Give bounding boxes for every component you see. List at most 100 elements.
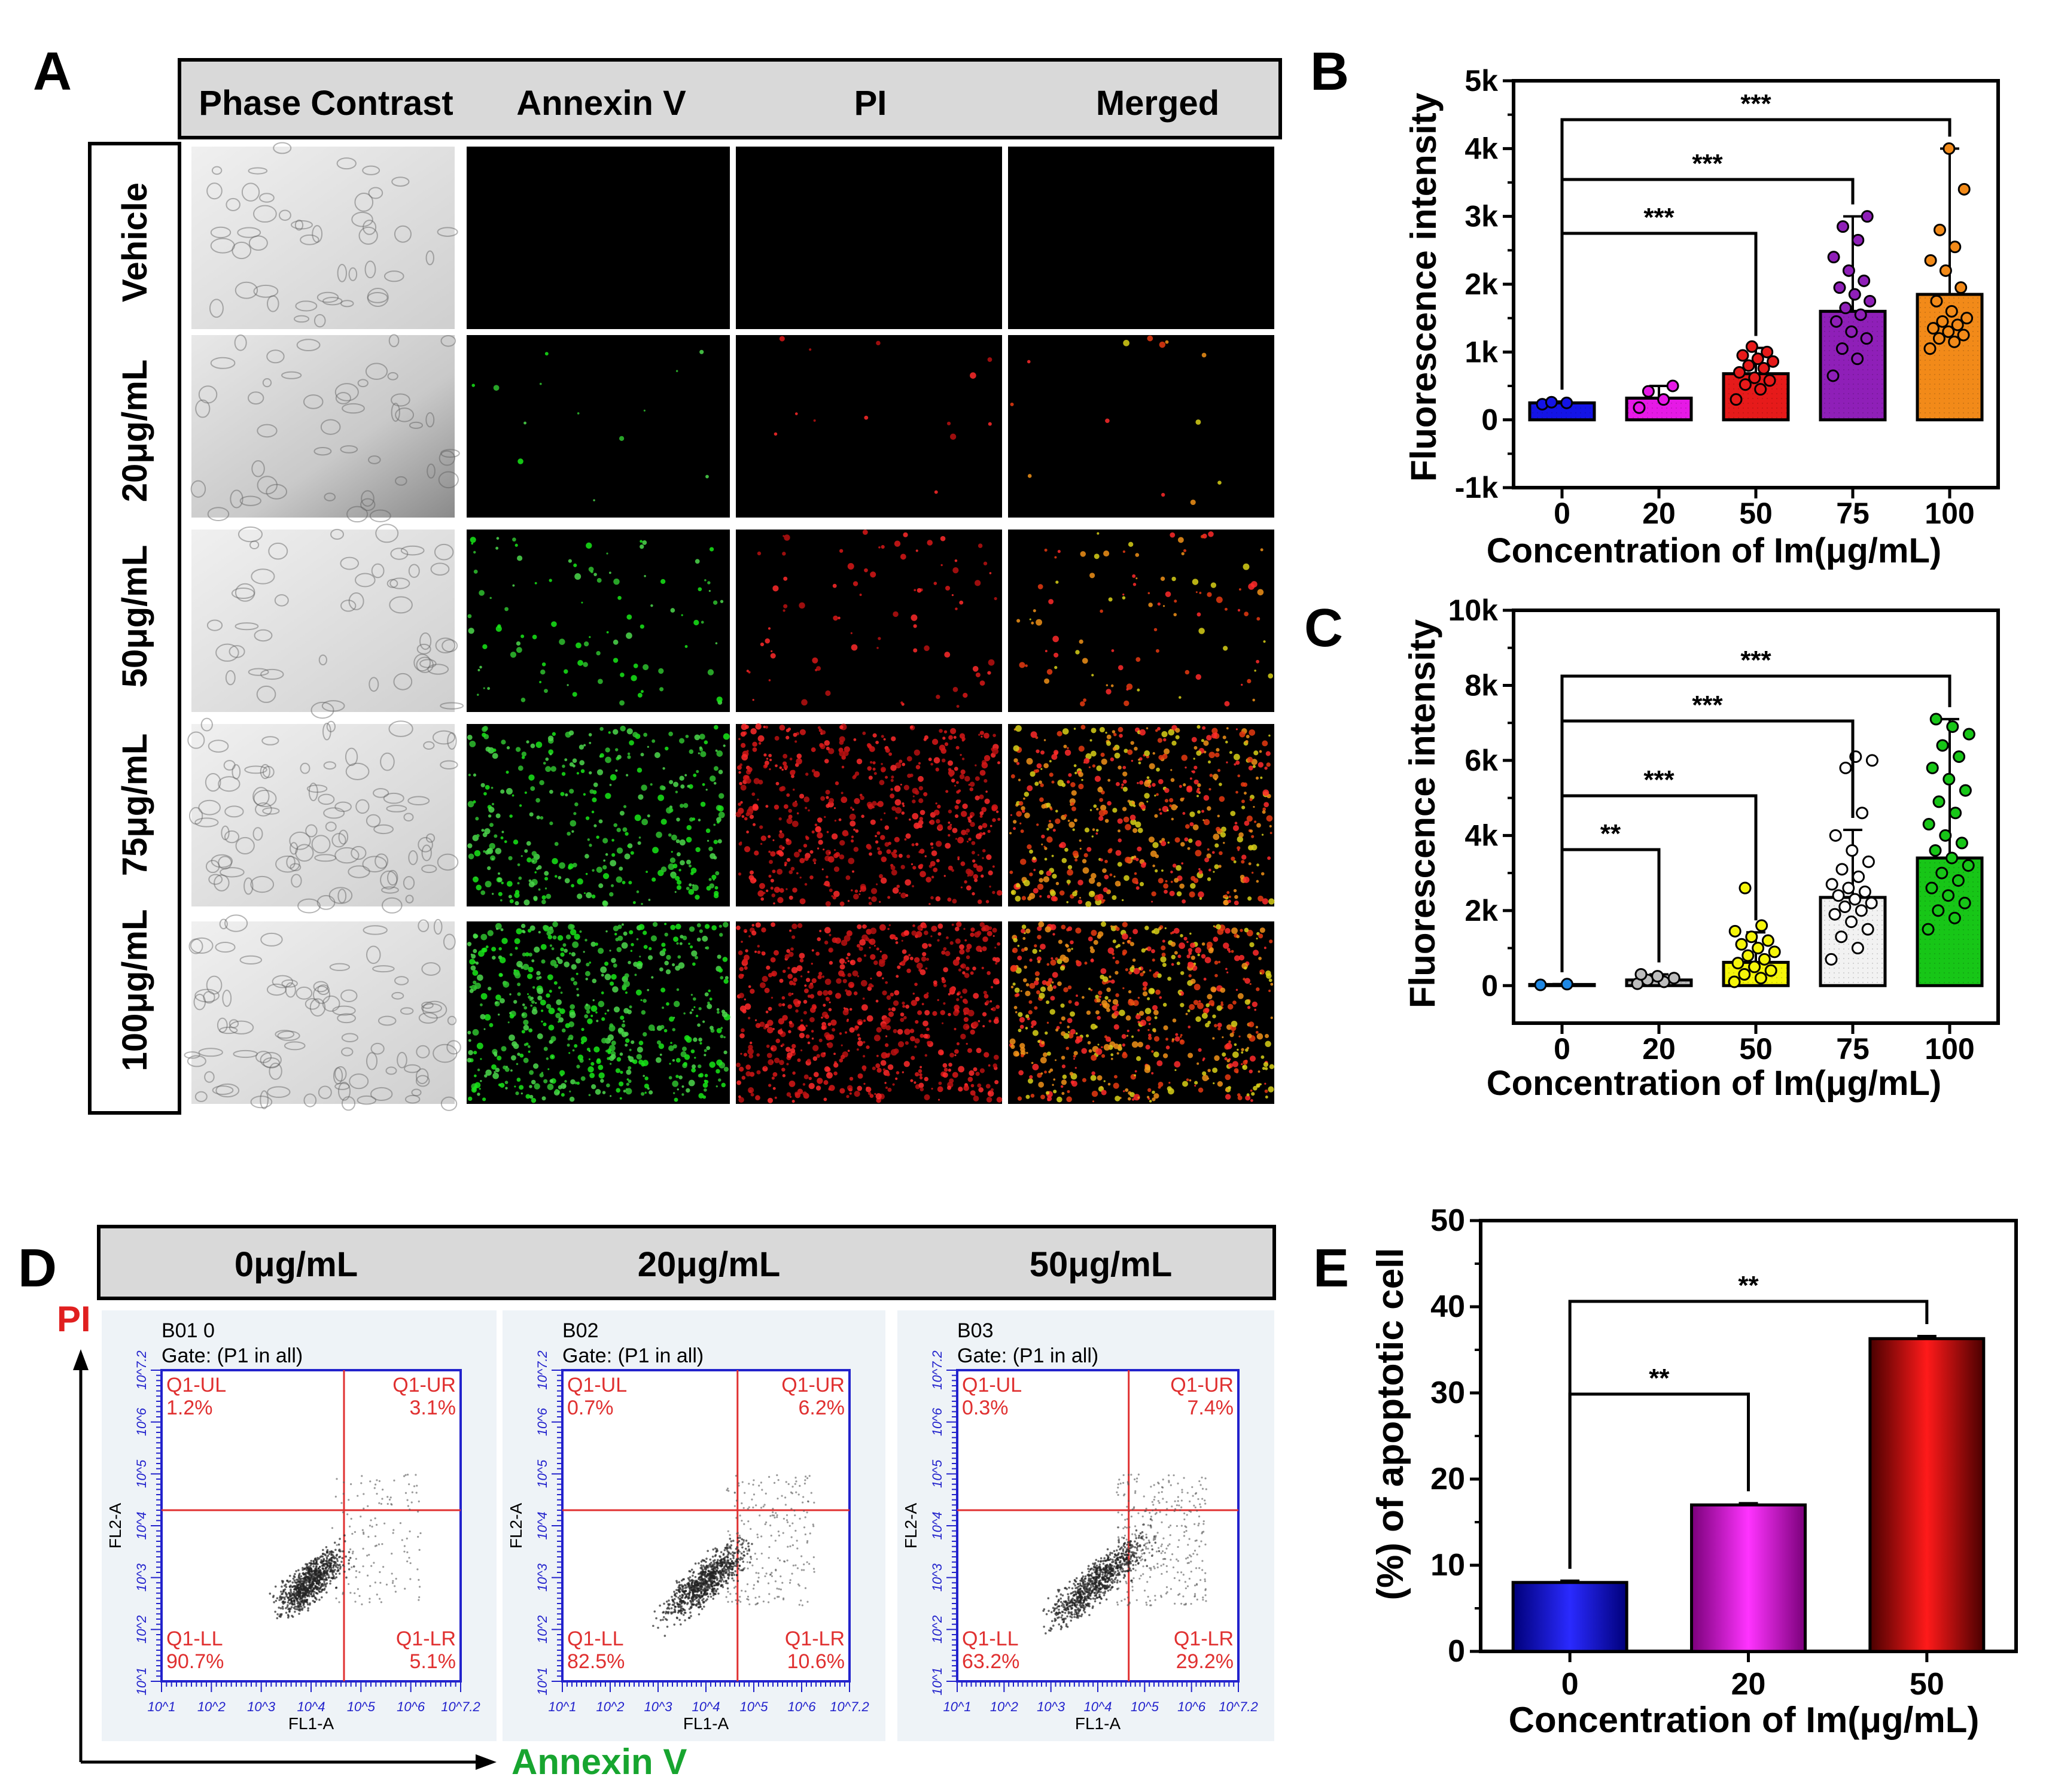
flow-event-apoptotic <box>369 1525 372 1527</box>
flow-event-apoptotic <box>391 1582 394 1584</box>
flow-event <box>1109 1571 1112 1574</box>
c-point-75 <box>1825 878 1838 891</box>
flow-event <box>1151 1548 1154 1551</box>
flow-event <box>1062 1621 1065 1624</box>
flow-event <box>1074 1609 1076 1611</box>
flow-event <box>703 1605 705 1608</box>
flow-event <box>692 1571 695 1574</box>
flow-event-apoptotic <box>1165 1547 1168 1550</box>
flow-event <box>1113 1572 1116 1575</box>
flow-event-apoptotic <box>1152 1509 1154 1511</box>
flow-event-apoptotic <box>404 1492 407 1494</box>
flow-event <box>1143 1552 1146 1554</box>
flow-event-apoptotic <box>1204 1543 1207 1545</box>
flow-event-apoptotic <box>806 1500 809 1502</box>
flow-event <box>1075 1606 1078 1609</box>
flow-event-apoptotic <box>349 1592 352 1594</box>
flow-event <box>1115 1560 1118 1563</box>
flow-event-apoptotic <box>1158 1502 1161 1504</box>
flow-event <box>1083 1611 1086 1614</box>
flow-event <box>327 1574 330 1577</box>
c-point-100 <box>1955 836 1968 850</box>
flow-event <box>1098 1575 1101 1578</box>
flow-event-apoptotic <box>769 1574 772 1576</box>
b-point-50 <box>1767 355 1780 368</box>
flow-event <box>302 1602 305 1605</box>
e-sig-label-50: ** <box>1738 1271 1759 1300</box>
panel-d-header <box>97 1225 1276 1300</box>
flow-event <box>707 1550 709 1552</box>
flow-event <box>712 1598 715 1600</box>
flow-event-apoptotic <box>776 1514 778 1516</box>
b-point-100 <box>1951 318 1964 331</box>
flow-event <box>297 1581 300 1583</box>
flow-event <box>313 1601 316 1603</box>
flow-event <box>296 1608 299 1611</box>
flow-event-apoptotic <box>1194 1593 1196 1595</box>
c-point-75 <box>1858 885 1871 898</box>
flow-event-apoptotic <box>1128 1474 1130 1476</box>
flow-event <box>345 1555 348 1558</box>
flow-event <box>703 1559 706 1562</box>
flow-event <box>1055 1618 1057 1621</box>
flow-event-apoptotic <box>764 1523 766 1526</box>
flow-event <box>324 1554 327 1557</box>
flow-event-apoptotic <box>727 1601 729 1603</box>
flow-event <box>1079 1601 1082 1604</box>
flow-event <box>315 1571 317 1574</box>
flow-event <box>298 1601 300 1604</box>
c-ytick-label: 4k <box>1465 819 1498 852</box>
flow-event <box>1109 1558 1112 1560</box>
flow-event <box>290 1598 293 1601</box>
flow-event-apoptotic <box>1141 1523 1144 1526</box>
flow-event <box>665 1601 668 1603</box>
flow-event-apoptotic <box>1195 1539 1198 1542</box>
flow-event <box>1118 1561 1121 1563</box>
flow-event-apoptotic <box>798 1604 800 1606</box>
flow-event <box>291 1592 294 1595</box>
flow-event <box>303 1568 306 1571</box>
flow-event <box>1112 1580 1115 1582</box>
flow-event-apoptotic <box>762 1600 765 1603</box>
flow-event-apoptotic <box>751 1498 753 1501</box>
flow-event-apoptotic <box>786 1559 788 1562</box>
flow-event <box>689 1599 692 1602</box>
flow-event-apoptotic <box>409 1508 411 1511</box>
flow-event-apoptotic <box>1152 1539 1155 1541</box>
flow-event-apoptotic <box>752 1483 754 1486</box>
flow-event <box>1049 1629 1052 1632</box>
flow-event-apoptotic <box>1134 1533 1136 1536</box>
flow-event <box>286 1580 288 1582</box>
c-point-50 <box>1761 934 1774 947</box>
c-point-100 <box>1948 911 1961 924</box>
flow-event <box>1052 1624 1055 1627</box>
flow-event-apoptotic <box>806 1511 808 1514</box>
flow-event <box>1113 1578 1116 1581</box>
flow-event-apoptotic <box>748 1483 750 1485</box>
flow-event <box>678 1586 681 1589</box>
flow-event-apoptotic <box>1161 1550 1164 1553</box>
flow-event <box>1119 1563 1122 1566</box>
flow-event-apoptotic <box>343 1565 345 1568</box>
flow-event <box>1099 1581 1102 1584</box>
flow-event <box>705 1557 708 1560</box>
flow-event <box>1077 1607 1080 1610</box>
flow-event <box>329 1570 331 1573</box>
flow-event-apoptotic <box>1186 1556 1189 1559</box>
flow-event-apoptotic <box>765 1492 767 1495</box>
flow-event-apoptotic <box>747 1520 750 1523</box>
b-sig-bracket-75 <box>1560 178 1855 390</box>
flow-event <box>678 1581 681 1584</box>
flow-event-apoptotic <box>773 1481 776 1484</box>
flow-event <box>1106 1569 1109 1572</box>
e-bar-50 <box>1868 1337 1986 1653</box>
flow-event <box>722 1572 724 1575</box>
flow-event-apoptotic <box>793 1510 796 1512</box>
flow-event <box>1073 1578 1076 1581</box>
b-point-50 <box>1751 352 1764 366</box>
flow-event <box>1094 1595 1096 1597</box>
flow-event <box>1131 1551 1134 1554</box>
flow-event <box>1093 1566 1095 1569</box>
flow-event <box>343 1570 346 1573</box>
flow-quadrant-name-ul: Q1-UL <box>962 1374 1022 1397</box>
